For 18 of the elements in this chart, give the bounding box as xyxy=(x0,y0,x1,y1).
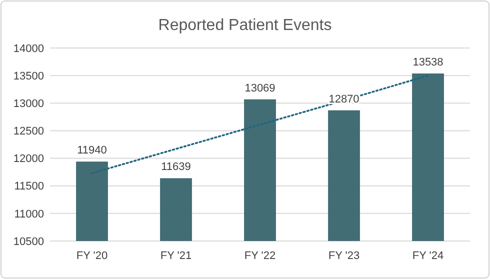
x-tick-label: FY '22 xyxy=(244,250,276,262)
data-label: 13538 xyxy=(412,56,444,68)
x-tick-label: FY '23 xyxy=(328,250,360,262)
y-tick-label: 12500 xyxy=(13,126,44,138)
x-tick-label: FY '20 xyxy=(76,250,108,262)
data-label: 11940 xyxy=(77,144,107,157)
y-tick-label: 11500 xyxy=(14,180,44,193)
y-tick-label: 13000 xyxy=(13,98,44,110)
x-tick-label: FY '21 xyxy=(160,250,192,262)
x-tick-label: FY '24 xyxy=(412,250,444,262)
y-tick-label: 11000 xyxy=(14,208,44,220)
data-label: 13069 xyxy=(244,82,276,94)
y-tick-label: 12000 xyxy=(13,153,44,166)
chart-title: Reported Patient Events xyxy=(158,17,332,34)
y-tick-label: 10500 xyxy=(13,236,44,248)
y-tick-label: 13500 xyxy=(13,70,44,82)
data-label: 11639 xyxy=(161,161,191,174)
y-tick-label: 14000 xyxy=(13,42,44,55)
